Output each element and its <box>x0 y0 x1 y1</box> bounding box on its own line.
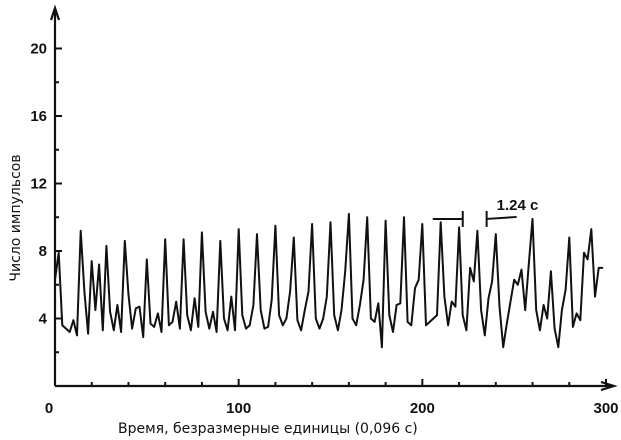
x-tick-label: 200 <box>410 400 435 417</box>
y-tick-label: 16 <box>30 108 47 125</box>
y-tick-label: 4 <box>39 311 48 328</box>
x-axis-title: Время, безразмерные единицы (0,096 с) <box>118 421 418 437</box>
y-axis-arrow <box>49 4 61 21</box>
x-tick-label: 100 <box>226 400 251 417</box>
period-annotation: 1.24 с <box>432 197 539 227</box>
y-ticks: 4 8 12 16 20 <box>30 41 62 354</box>
y-tick-label: 8 <box>39 243 47 260</box>
y-axis-title: Число импульсов <box>8 154 24 281</box>
annotation-label: 1.24 с <box>497 197 539 214</box>
y-tick-label: 12 <box>30 176 47 193</box>
x-tick-label: 300 <box>593 400 618 417</box>
x-ticks: 0 100 200 300 <box>45 379 619 417</box>
x-tick-label: 0 <box>45 400 53 417</box>
series-line <box>54 212 604 349</box>
y-tick-label: 20 <box>30 41 47 58</box>
annotation-right-arrow <box>486 215 517 220</box>
